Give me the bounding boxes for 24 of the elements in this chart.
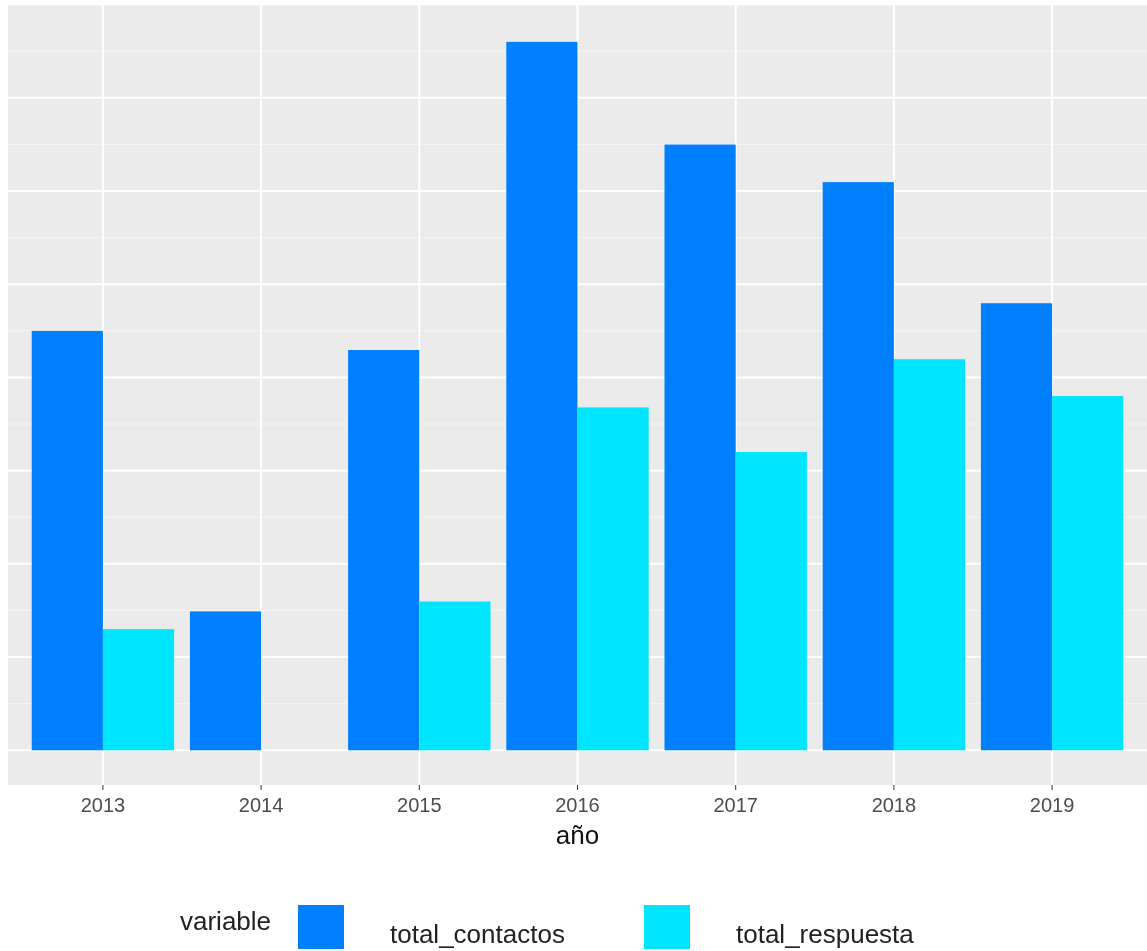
bar (664, 144, 736, 751)
bar (189, 611, 262, 751)
bar (31, 330, 103, 751)
bar (980, 303, 1053, 751)
x-tick-label: 2014 (238, 794, 284, 816)
bar (577, 407, 649, 751)
bar (506, 41, 578, 751)
x-tick-label: 2013 (80, 794, 126, 816)
bar (348, 350, 420, 751)
bar (1052, 396, 1124, 751)
x-tick-label: 2017 (713, 794, 758, 816)
legend-label: total_contactos (390, 919, 565, 949)
x-tick-label: 2015 (397, 794, 442, 816)
x-tick-label: 2019 (1029, 794, 1075, 816)
x-axis-title: año (555, 820, 600, 850)
bar (102, 629, 175, 751)
x-tick-label: 2018 (871, 794, 917, 816)
bar (419, 601, 491, 751)
bar (893, 359, 966, 751)
bar (735, 452, 807, 751)
legend-title: variable (180, 906, 272, 936)
x-tick-label: 2016 (555, 794, 600, 816)
legend-label: total_respuesta (736, 919, 915, 949)
bar (822, 182, 894, 751)
